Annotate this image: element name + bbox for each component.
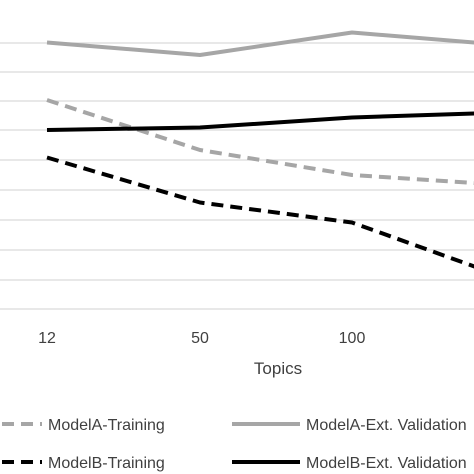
gridlines [0,42,474,310]
series-line-modela-training [46,98,474,185]
series-line-modelb-ext-validation [46,111,474,132]
legend-label: ModelB-Ext. Validation [306,455,467,472]
x-tick-label: 50 [191,330,209,347]
x-tick-label: 12 [38,330,56,347]
x-tick-label: 100 [339,330,366,347]
legend-label: ModelA-Training [48,417,165,434]
series-lines [46,30,474,269]
legend: ModelA-Training ModelA-Ext. Validation Mod… [2,417,467,472]
series-line-modela-ext-validation [46,30,474,57]
x-axis-ticks: 1250100150 [38,330,366,347]
x-axis-label: Topics [254,359,302,378]
legend-label: ModelB-Training [48,455,165,472]
legend-label: ModelA-Ext. Validation [306,417,467,434]
series-line-modelb-training [46,155,474,269]
